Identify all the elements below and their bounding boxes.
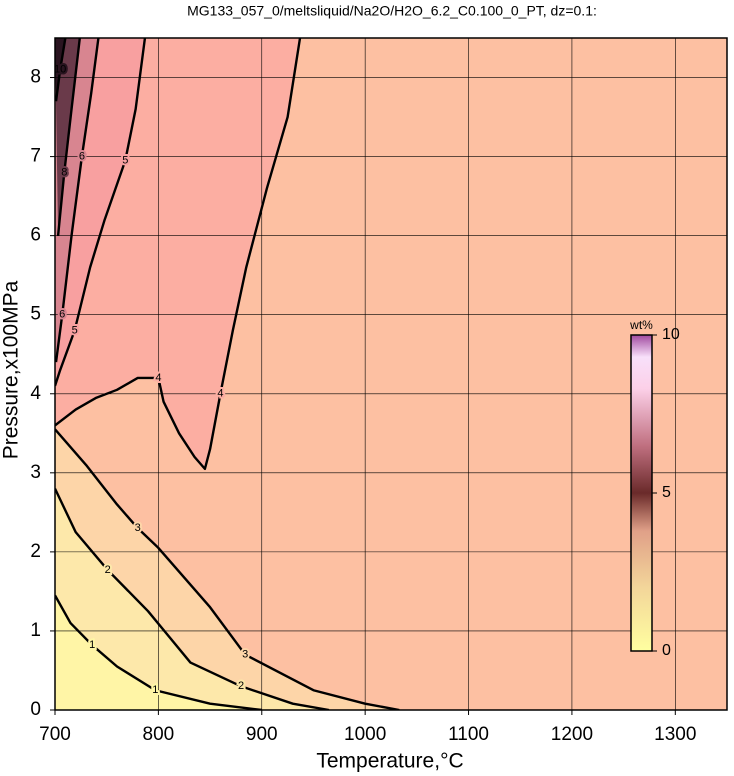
contour-label: 2	[105, 564, 111, 576]
contour-label: 5	[72, 324, 78, 336]
contour-line	[55, 488, 330, 710]
colorbar-tick-label: 10	[662, 326, 680, 343]
colorbar-tick-label: 5	[662, 484, 671, 501]
contour-label: 8	[61, 166, 67, 178]
contour-label: 5	[122, 154, 128, 166]
contour-line	[55, 594, 262, 710]
contour-label: 2	[238, 680, 244, 692]
contour-label: 1	[89, 639, 95, 651]
y-tick-label: 1	[30, 620, 41, 641]
contour-line	[55, 38, 67, 102]
contour-line	[56, 38, 82, 236]
contour-label: 4	[155, 372, 161, 384]
contour-fill	[55, 595, 262, 710]
x-tick-label: 900	[246, 724, 278, 745]
contour-fill	[55, 488, 329, 710]
x-tick-label: 1200	[551, 724, 593, 745]
x-tick-label: 1300	[654, 724, 696, 745]
plot-frame	[54, 37, 728, 711]
y-tick-label: 5	[30, 304, 41, 325]
x-tick-label: 1100	[448, 724, 489, 745]
contour-line	[55, 428, 400, 710]
contour-label: 6	[79, 150, 85, 162]
contour-line	[55, 38, 302, 471]
x-tick-label: 1000	[344, 724, 386, 745]
contour-label: 4	[217, 388, 223, 400]
contour-label: 10	[54, 64, 66, 76]
contour-line	[55, 38, 100, 363]
chart-title: MG133_057_0/meltsliquid/Na2O/H2O_6.2_C0.…	[187, 3, 597, 19]
y-tick-label: 7	[30, 146, 41, 167]
contour-label: 6	[59, 309, 65, 321]
x-tick-label: 800	[143, 724, 175, 745]
y-tick-label: 6	[30, 225, 41, 246]
contour-label: 3	[242, 649, 248, 661]
contour-line	[55, 38, 147, 387]
y-tick-label: 0	[30, 699, 41, 720]
colorbar-tick-label: 0	[662, 642, 671, 659]
y-axis-label: Pressure,x100MPa	[0, 280, 23, 459]
contour-label: 1	[152, 684, 158, 696]
y-tick-label: 8	[30, 67, 41, 88]
overlay: 700 800 900 1000 1100 1200 1300012345678wt%051…	[30, 37, 728, 745]
x-axis-label: Temperature,°C	[316, 750, 463, 773]
contour-label: 3	[135, 522, 141, 534]
colorbar	[630, 334, 653, 652]
y-tick-label: 2	[30, 541, 41, 562]
colorbar-label: wt%	[629, 318, 653, 332]
y-tick-label: 3	[30, 462, 41, 483]
x-tick-label: 700	[39, 724, 71, 745]
y-tick-label: 4	[30, 383, 41, 404]
